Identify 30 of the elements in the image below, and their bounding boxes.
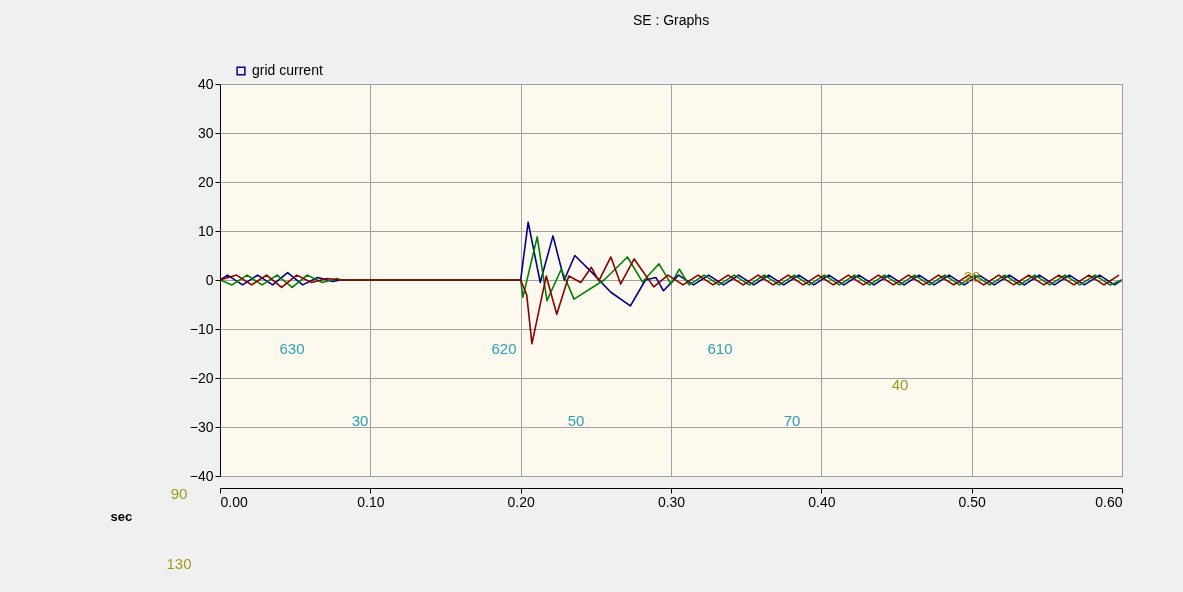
annotation: 620 bbox=[491, 340, 517, 357]
legend-label: grid current bbox=[252, 62, 323, 78]
annotation: 40 bbox=[891, 376, 909, 393]
x-tick-label: 0.30 bbox=[657, 493, 686, 510]
x-tick-label: 0.20 bbox=[507, 493, 535, 510]
x-tick-label: 0.50 bbox=[958, 493, 986, 510]
x-tick-label: 0.40 bbox=[808, 493, 836, 510]
y-tick-label: 40 bbox=[197, 75, 214, 92]
y-tick-label: 10 bbox=[197, 222, 214, 239]
y-tick-label: −30 bbox=[189, 418, 214, 435]
annotation: 50 bbox=[567, 412, 585, 429]
annotation: 630 bbox=[279, 340, 305, 357]
annotation: 30 bbox=[351, 412, 369, 429]
y-tick-label: −10 bbox=[189, 320, 214, 337]
line-series bbox=[220, 256, 1120, 345]
x-axis-title: sec bbox=[110, 508, 133, 524]
x-tick-label: 0.00 bbox=[220, 493, 248, 510]
annotation: 20 bbox=[963, 268, 981, 285]
y-tick-label: −40 bbox=[189, 467, 214, 484]
y-tick-label: 30 bbox=[197, 124, 214, 141]
x-tick-label: 0.60 bbox=[1095, 493, 1123, 510]
annotation: 610 bbox=[707, 340, 733, 357]
x-tick-label: 0.10 bbox=[357, 493, 385, 510]
y-tick-label: 20 bbox=[197, 173, 214, 190]
text: 130 bbox=[166, 555, 192, 572]
text: 90 bbox=[170, 485, 188, 502]
y-tick-label: 0 bbox=[205, 271, 214, 288]
annotation: 70 bbox=[783, 412, 801, 429]
chart-title: SE : Graphs bbox=[632, 12, 710, 28]
y-tick-label: −20 bbox=[189, 369, 214, 386]
